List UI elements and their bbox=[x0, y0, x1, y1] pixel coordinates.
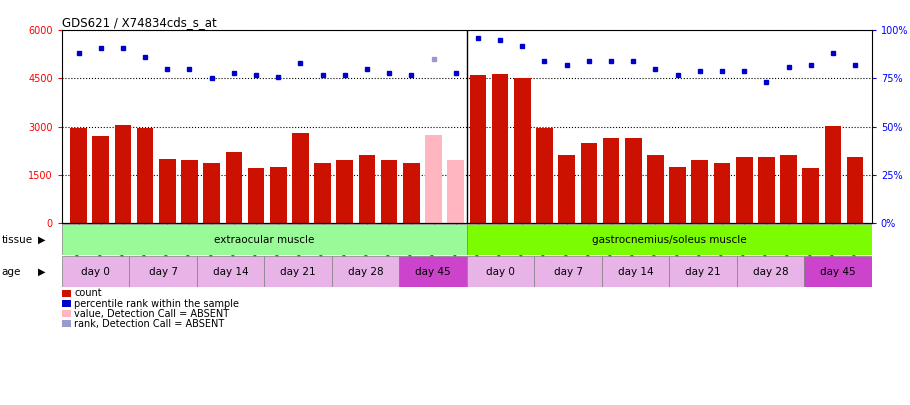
Bar bbox=[824, 126, 841, 223]
Text: age: age bbox=[2, 266, 21, 277]
Bar bbox=[625, 138, 642, 223]
Bar bbox=[264, 256, 332, 287]
Text: percentile rank within the sample: percentile rank within the sample bbox=[75, 298, 239, 309]
Bar bbox=[581, 143, 597, 223]
Text: day 0: day 0 bbox=[486, 266, 515, 277]
Text: extraocular muscle: extraocular muscle bbox=[214, 234, 315, 245]
Text: day 7: day 7 bbox=[553, 266, 582, 277]
Bar bbox=[248, 168, 265, 223]
Bar bbox=[847, 157, 864, 223]
Text: count: count bbox=[75, 288, 102, 298]
Bar bbox=[467, 224, 872, 255]
Bar bbox=[62, 320, 71, 327]
Text: day 45: day 45 bbox=[820, 266, 855, 277]
Bar bbox=[514, 78, 531, 223]
Bar bbox=[226, 152, 242, 223]
Text: day 14: day 14 bbox=[618, 266, 653, 277]
Bar bbox=[332, 256, 399, 287]
Bar bbox=[647, 156, 663, 223]
Bar bbox=[470, 75, 486, 223]
Bar bbox=[337, 160, 353, 223]
Bar bbox=[536, 128, 552, 223]
Bar bbox=[115, 125, 131, 223]
Bar bbox=[736, 157, 753, 223]
Bar bbox=[197, 256, 264, 287]
Bar bbox=[602, 256, 669, 287]
Bar bbox=[448, 160, 464, 223]
Text: ▶: ▶ bbox=[38, 266, 46, 277]
Bar bbox=[62, 300, 71, 307]
Text: rank, Detection Call = ABSENT: rank, Detection Call = ABSENT bbox=[75, 319, 225, 329]
Text: day 21: day 21 bbox=[685, 266, 721, 277]
Text: day 7: day 7 bbox=[148, 266, 177, 277]
Text: day 45: day 45 bbox=[415, 266, 450, 277]
Bar bbox=[159, 159, 176, 223]
Bar bbox=[737, 256, 804, 287]
Bar bbox=[780, 156, 797, 223]
Bar bbox=[381, 160, 398, 223]
Bar bbox=[136, 128, 154, 223]
Bar bbox=[534, 256, 602, 287]
Text: day 0: day 0 bbox=[81, 266, 110, 277]
Bar bbox=[62, 290, 71, 297]
Bar bbox=[467, 256, 534, 287]
Text: value, Detection Call = ABSENT: value, Detection Call = ABSENT bbox=[75, 309, 229, 319]
Bar bbox=[804, 256, 872, 287]
Bar bbox=[314, 164, 331, 223]
Bar bbox=[93, 136, 109, 223]
Bar bbox=[129, 256, 197, 287]
Text: day 21: day 21 bbox=[280, 266, 316, 277]
Text: day 14: day 14 bbox=[213, 266, 248, 277]
Bar bbox=[602, 138, 620, 223]
Bar bbox=[62, 256, 129, 287]
Bar bbox=[758, 157, 774, 223]
Text: day 28: day 28 bbox=[753, 266, 788, 277]
Bar bbox=[62, 224, 467, 255]
Bar bbox=[559, 156, 575, 223]
Bar bbox=[270, 166, 287, 223]
Bar bbox=[491, 74, 509, 223]
Bar bbox=[181, 160, 197, 223]
Bar bbox=[669, 166, 686, 223]
Text: ▶: ▶ bbox=[38, 234, 46, 245]
Text: GDS621 / X74834cds_s_at: GDS621 / X74834cds_s_at bbox=[62, 16, 217, 29]
Bar bbox=[713, 164, 731, 223]
Bar bbox=[403, 164, 420, 223]
Bar bbox=[399, 256, 467, 287]
Bar bbox=[62, 310, 71, 318]
Text: tissue: tissue bbox=[2, 234, 33, 245]
Bar bbox=[692, 160, 708, 223]
Bar bbox=[203, 164, 220, 223]
Bar bbox=[425, 134, 442, 223]
Bar bbox=[70, 128, 86, 223]
Bar bbox=[803, 168, 819, 223]
Bar bbox=[359, 156, 375, 223]
Bar bbox=[292, 133, 308, 223]
Text: gastrocnemius/soleus muscle: gastrocnemius/soleus muscle bbox=[592, 234, 746, 245]
Bar bbox=[669, 256, 737, 287]
Text: day 28: day 28 bbox=[348, 266, 383, 277]
